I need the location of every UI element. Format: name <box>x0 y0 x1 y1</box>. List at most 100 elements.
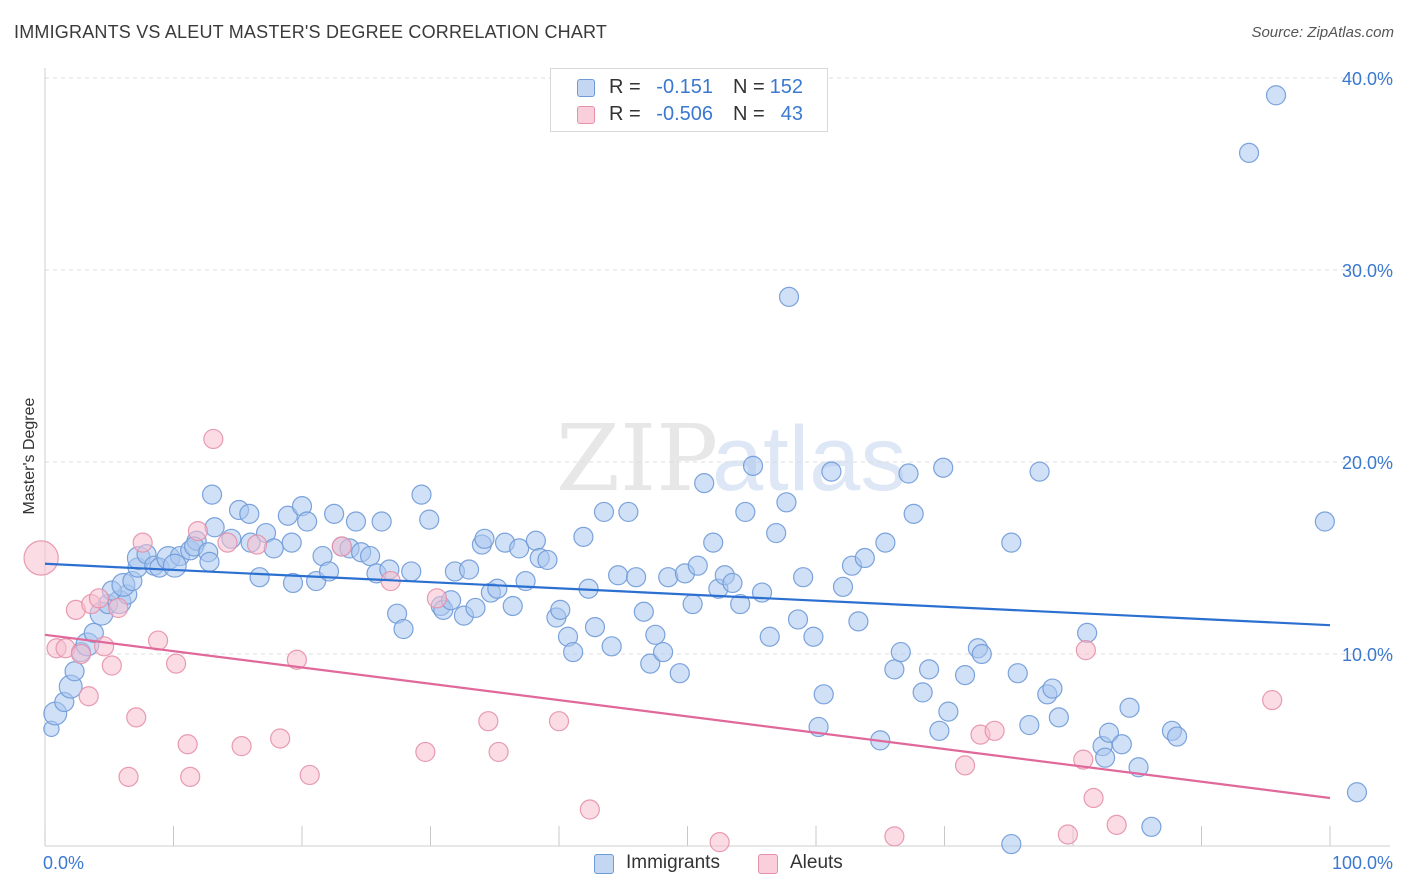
aleuts-point <box>426 588 448 609</box>
immigrants-point <box>832 576 854 597</box>
tick-labels: 10.0% 20.0% 30.0% 40.0% 0.0% 100.0% <box>43 69 1393 873</box>
aleuts-point <box>299 764 320 786</box>
immigrants-point <box>1007 663 1028 684</box>
immigrants-point <box>625 567 647 588</box>
y-tick-label: 40.0% <box>1342 69 1393 89</box>
aleuts-point <box>1075 640 1096 661</box>
immigrants-point <box>282 572 304 594</box>
immigrants-point <box>458 559 480 580</box>
n-value: 152 <box>769 76 803 98</box>
immigrants-point <box>938 701 959 722</box>
immigrants-point <box>813 684 834 705</box>
immigrants-point <box>550 599 571 620</box>
legend-series: Immigrants Aleuts <box>0 851 1406 879</box>
aleuts-point <box>180 766 201 787</box>
immigrants-point <box>1001 833 1022 855</box>
immigrants-point <box>652 641 674 663</box>
immigrants-point <box>618 501 639 523</box>
aleuts-point <box>187 521 209 542</box>
watermark-atlas: atlas <box>712 408 906 510</box>
aleuts-point <box>217 532 238 553</box>
aleuts-trend-line <box>44 633 1331 800</box>
immigrants-point <box>735 501 756 523</box>
immigrants-point <box>401 561 422 582</box>
immigrants-point <box>249 567 270 588</box>
immigrants-swatch-icon <box>594 854 614 874</box>
immigrants-point <box>933 457 954 478</box>
immigrants-point <box>687 555 708 576</box>
immigrants-point <box>277 505 298 526</box>
immigrants-point <box>766 522 787 544</box>
immigrants-point <box>465 597 486 619</box>
immigrants-point <box>929 720 950 741</box>
immigrants-point <box>1265 85 1287 106</box>
aleuts-point <box>415 741 436 763</box>
immigrants-point <box>778 286 800 307</box>
aleuts-point <box>884 826 905 847</box>
immigrants-point <box>875 532 896 553</box>
trend-lines <box>44 562 1331 800</box>
immigrants-point <box>281 532 302 553</box>
immigrants-point <box>1098 722 1120 743</box>
legend-row-aleuts: R = -0.506 N = 43 <box>551 100 827 130</box>
immigrants-point <box>1346 782 1368 803</box>
aleuts-point <box>954 755 976 776</box>
immigrants-point <box>1141 816 1162 837</box>
grid <box>45 77 1390 655</box>
r-label: R = <box>609 103 641 125</box>
immigrants-point <box>563 641 584 663</box>
immigrants-point <box>324 503 345 524</box>
immigrants-point <box>854 547 875 569</box>
immigrants-point <box>669 663 690 684</box>
immigrants-point <box>419 509 440 530</box>
immigrants-point <box>694 473 715 494</box>
r-value: -0.151 <box>656 76 713 98</box>
immigrants-trend-line <box>44 562 1331 627</box>
aleuts-point <box>709 832 730 853</box>
immigrants-point <box>199 551 220 572</box>
immigrants-point <box>787 609 809 630</box>
immigrants-point <box>742 455 764 476</box>
immigrants-point <box>803 626 824 647</box>
immigrants-point <box>83 622 104 643</box>
immigrants-point <box>345 511 367 532</box>
aleuts-point <box>231 736 252 757</box>
aleuts-point <box>1073 749 1094 770</box>
watermark-zip: ZIP <box>556 405 718 512</box>
legend-row-immigrants: R = -0.151 N = 152 <box>551 73 827 103</box>
r-label: R = <box>609 76 641 98</box>
immigrants-point <box>263 538 284 559</box>
aleuts-point <box>984 720 1005 741</box>
immigrants-point <box>633 601 654 622</box>
x-tick-label: 0.0% <box>43 853 84 873</box>
immigrants-point <box>204 517 225 538</box>
immigrants-point <box>393 618 414 640</box>
immigrants-point <box>682 593 703 615</box>
aleuts-point <box>579 799 600 820</box>
immigrants-point <box>201 484 223 505</box>
immigrants-point <box>1029 461 1050 482</box>
aleuts-point <box>132 532 153 553</box>
n-value: 43 <box>780 103 803 125</box>
immigrants-point <box>239 503 260 524</box>
immigrants-point <box>658 567 679 588</box>
immigrants-point <box>898 463 919 484</box>
immigrants-point <box>1042 678 1063 699</box>
aleuts-point <box>70 643 92 665</box>
immigrants-point <box>1119 697 1140 718</box>
immigrants-point <box>1238 142 1260 163</box>
immigrants-point <box>890 641 911 663</box>
immigrants-point <box>759 626 780 647</box>
aleuts-point <box>286 649 307 670</box>
immigrants-point <box>730 593 751 615</box>
watermark: ZIP atlas <box>556 405 906 512</box>
immigrants-point <box>884 659 905 680</box>
aleuts-point <box>1057 824 1078 845</box>
immigrants-point <box>645 624 666 645</box>
aleuts-point <box>548 711 570 732</box>
aleuts-swatch-icon <box>758 854 778 874</box>
immigrants-point <box>640 653 661 674</box>
immigrants-point <box>903 503 924 524</box>
